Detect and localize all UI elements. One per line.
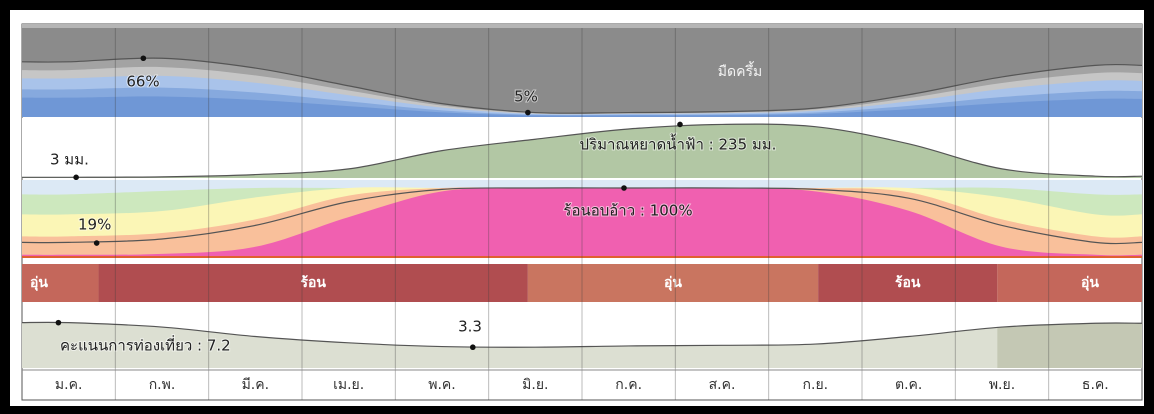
month-label: พ.ย. xyxy=(989,377,1015,393)
curve-extension xyxy=(21,57,1143,114)
temperature-label: อุ่น xyxy=(30,275,48,291)
temperature-segment xyxy=(997,264,1142,302)
month-label: มี.ค. xyxy=(242,377,270,393)
month-label: ต.ค. xyxy=(895,377,922,393)
month-label: ธ.ค. xyxy=(1082,377,1109,393)
month-label: ม.ค. xyxy=(55,377,83,393)
temperature-segment xyxy=(98,264,528,302)
annotation-label: 66% xyxy=(126,73,159,91)
month-label: ก.ย. xyxy=(803,377,829,393)
month-label: ส.ค. xyxy=(709,377,736,393)
month-label: มิ.ย. xyxy=(522,377,548,393)
temperature-label: ร้อน xyxy=(300,275,326,291)
curve-extension xyxy=(21,187,1143,245)
month-label: พ.ค. xyxy=(428,377,456,393)
annotation-dot xyxy=(73,174,79,181)
band-base xyxy=(22,256,1142,258)
annotation-label: 3 มม. xyxy=(50,151,89,169)
annotation-dot xyxy=(525,109,531,116)
month-label: ก.ค. xyxy=(615,377,642,393)
curve-extension xyxy=(21,321,1143,348)
temperature-label: ร้อน xyxy=(895,275,921,291)
temperature-segment xyxy=(818,264,998,302)
month-label: ก.พ. xyxy=(149,377,176,393)
annotation-label: 5% xyxy=(514,88,538,106)
annotation-label: ร้อนอบอ้าว : 100% xyxy=(563,202,692,220)
annotation-dot xyxy=(55,319,62,326)
rain-area xyxy=(22,124,1142,178)
band-label: มืดครึ้ม xyxy=(718,61,762,80)
temperature-segment xyxy=(527,264,819,302)
month-label: เม.ย. xyxy=(333,377,364,393)
curve-extension xyxy=(21,123,1143,178)
cloud-area xyxy=(22,96,1142,117)
tourism-area xyxy=(22,322,1142,368)
annotation-dot xyxy=(470,344,476,351)
annotation-label: ปริมาณหยาดน้ำฟ้า : 235 มม. xyxy=(580,134,777,154)
annotation-label: 3.3 xyxy=(458,318,482,336)
annotation-label: คะแนนการท่องเที่ยว : 7.2 xyxy=(60,335,231,355)
muggy-area xyxy=(22,187,1142,256)
temperature-label: อุ่น xyxy=(664,275,682,291)
band-top xyxy=(22,24,1142,28)
temperature-segment xyxy=(22,264,99,302)
annotation-dot xyxy=(621,185,627,191)
annotation-label: 19% xyxy=(78,216,111,234)
tourism-area-peak xyxy=(997,322,1142,368)
annotation-dot xyxy=(140,55,147,62)
temperature-label: อุ่น xyxy=(1081,275,1099,291)
annotation-dot xyxy=(93,240,100,246)
annotation-dot xyxy=(677,121,683,128)
